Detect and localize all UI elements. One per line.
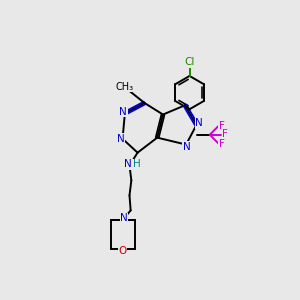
Text: N: N xyxy=(120,213,128,223)
Text: N: N xyxy=(124,159,132,170)
Text: N: N xyxy=(119,106,127,116)
Text: H: H xyxy=(133,159,140,170)
Text: CH₃: CH₃ xyxy=(116,82,134,92)
Text: Cl: Cl xyxy=(184,57,195,67)
Text: N: N xyxy=(195,118,203,128)
Text: F: F xyxy=(219,139,225,149)
Text: F: F xyxy=(219,121,225,130)
Text: N: N xyxy=(183,142,190,152)
Text: N: N xyxy=(117,134,125,144)
Text: F: F xyxy=(222,129,228,139)
Text: O: O xyxy=(118,246,127,256)
